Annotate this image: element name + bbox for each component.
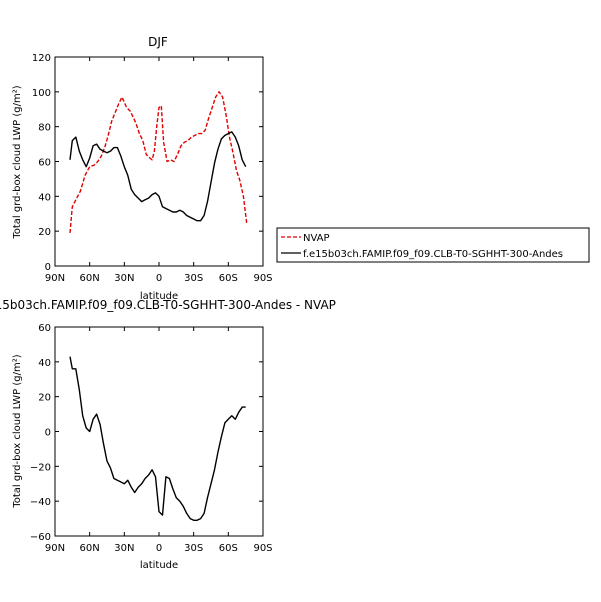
bottom-x-axis-label: latitude [140,560,178,571]
legend-label-nvap: NVAP [303,233,330,244]
bottom-x-tick-label: 60S [219,543,238,554]
top-y-tick-label: 20 [38,227,51,238]
top-axis-ticks: 90N 60N 30N 0 30S 60S 90S 0 20 40 60 80 100 120 [32,53,273,284]
bottom-series-line-0 [69,356,246,521]
bottom-y-tick-label: 60 [38,323,51,334]
top-x-tick-label: 90N [45,273,65,284]
legend-box [276,227,590,263]
bottom-x-tick-label: 90S [253,543,272,554]
bottom-chart-title: f.e15b03ch.FAMIP.f09_f09.CLB-T0-SGHHT-30… [0,298,336,312]
top-y-tick-label: 80 [38,123,51,134]
top-x-tick-label: 30S [184,273,203,284]
bottom-y-tick-label: −40 [30,497,51,508]
top-x-tick-label: 60S [219,273,238,284]
top-y-tick-label: 100 [32,88,51,99]
legend-label-model: f.e15b03ch.FAMIP.f09_f09.CLB-T0-SGHHT-30… [303,249,563,260]
top-series-line-1 [69,131,247,222]
top-y-tick-label: 120 [32,53,51,64]
legend: NVAP f.e15b03ch.FAMIP.f09_f09.CLB-T0-SGH… [276,227,590,263]
bottom-x-tick-label: 30N [114,543,134,554]
bottom-x-tick-label: 90N [45,543,65,554]
top-y-tick-label: 0 [45,262,51,273]
bottom-x-tick-label: 60N [80,543,100,554]
top-series-line-0 [69,91,248,233]
top-x-axis-label: latitude [140,291,178,302]
top-x-tick-label: 60N [80,273,100,284]
top-x-tick-label: 0 [156,273,162,284]
top-chart-panel: DJF 90N 60N 30N 0 30S 60S 90S 0 20 40 60 80 100 120 l… [12,35,273,302]
bottom-y-tick-label: −60 [30,532,51,543]
bottom-axis-ticks: 90N 60N 30N 0 30S 60S 90S −60 −40 −20 0 20 40 60 [30,323,273,554]
bottom-x-tick-label: 30S [184,543,203,554]
bottom-series-group [69,356,246,521]
bottom-y-axis-label: Total grd-box cloud LWP (g/m²) [12,354,23,508]
bottom-y-tick-label: 40 [38,358,51,369]
bottom-x-tick-label: 0 [156,543,162,554]
top-series-group [69,91,248,233]
bottom-y-tick-label: 0 [45,428,51,439]
top-x-tick-label: 90S [253,273,272,284]
bottom-chart-panel: f.e15b03ch.FAMIP.f09_f09.CLB-T0-SGHHT-30… [0,298,336,571]
top-x-tick-label: 30N [114,273,134,284]
top-plot-frame [54,56,264,267]
top-y-axis-label: Total grd-box cloud LWP (g/m²) [12,85,23,239]
top-chart-title: DJF [148,35,168,49]
bottom-y-tick-label: 20 [38,393,51,404]
bottom-y-tick-label: −20 [30,462,51,473]
top-y-tick-label: 60 [38,158,51,169]
top-y-tick-label: 40 [38,192,51,203]
